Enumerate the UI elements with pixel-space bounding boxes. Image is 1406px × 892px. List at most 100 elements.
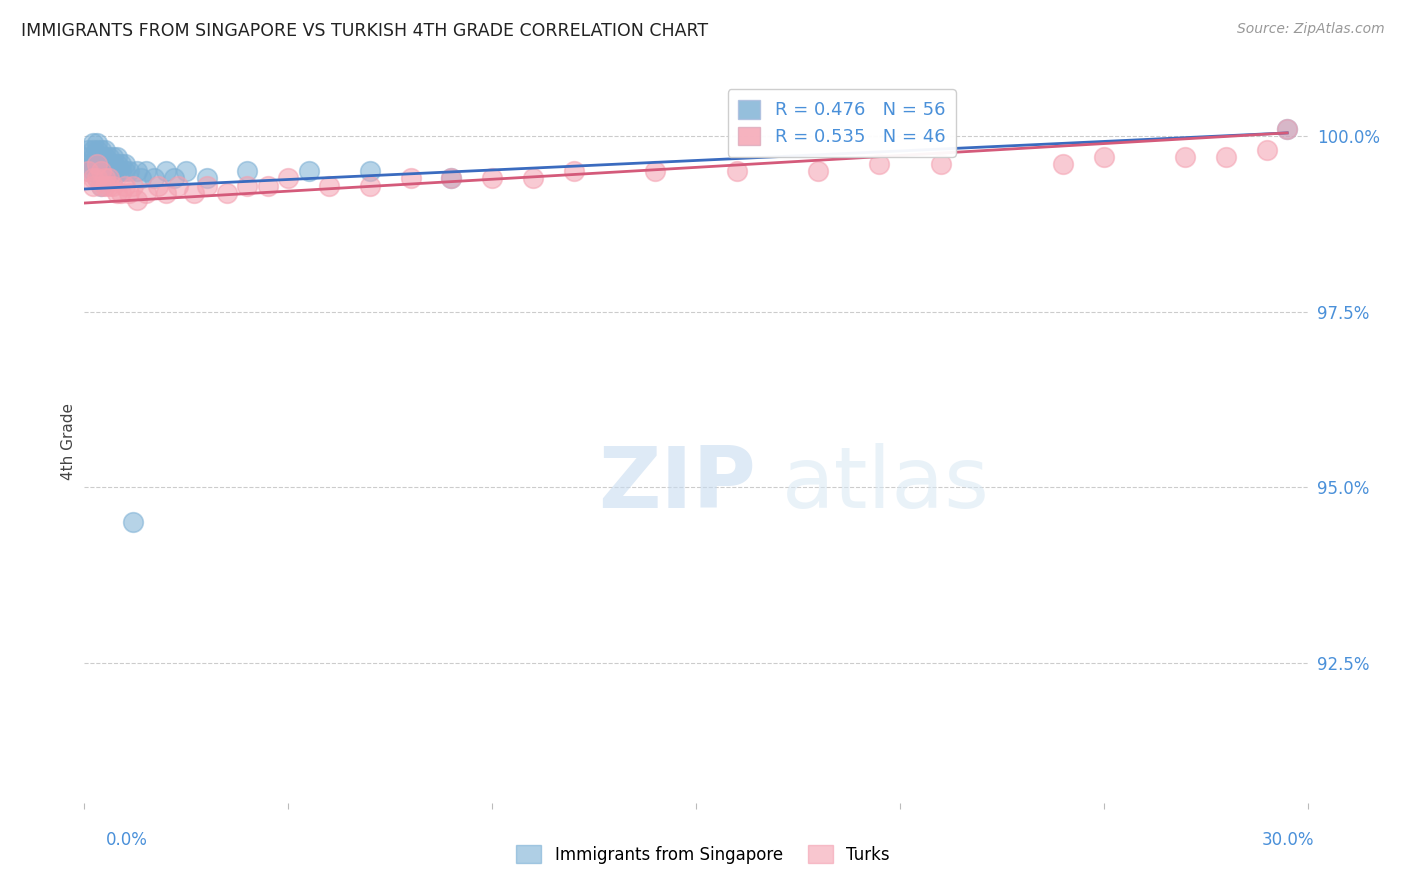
Point	[131, 171, 153, 186]
Point	[93, 171, 115, 186]
Point	[118, 186, 141, 200]
Point	[929, 157, 952, 171]
Point	[90, 157, 112, 171]
Point	[82, 171, 104, 186]
Y-axis label: 4th Grade: 4th Grade	[60, 403, 76, 480]
Point	[1256, 144, 1278, 158]
Point	[298, 164, 321, 178]
Point	[277, 171, 299, 186]
Point	[257, 178, 280, 193]
Point	[110, 186, 132, 200]
Point	[86, 171, 108, 186]
Point	[86, 151, 108, 165]
Point	[105, 151, 128, 165]
Point	[97, 171, 120, 186]
Point	[174, 164, 197, 178]
Text: IMMIGRANTS FROM SINGAPORE VS TURKISH 4TH GRADE CORRELATION CHART: IMMIGRANTS FROM SINGAPORE VS TURKISH 4TH…	[21, 22, 709, 40]
Point	[82, 136, 104, 151]
Text: 0.0%: 0.0%	[105, 831, 148, 849]
Point	[155, 186, 177, 200]
Point	[93, 151, 115, 165]
Point	[93, 144, 115, 158]
Point	[101, 171, 124, 186]
Point	[97, 151, 120, 165]
Point	[440, 171, 463, 186]
Point	[1174, 151, 1197, 165]
Point	[105, 157, 128, 171]
Point	[110, 164, 132, 178]
Point	[195, 178, 218, 193]
Point	[77, 144, 100, 158]
Point	[127, 193, 149, 207]
Point	[82, 144, 104, 158]
Point	[440, 171, 463, 186]
Point	[86, 144, 108, 158]
Point	[114, 178, 136, 193]
Point	[725, 164, 748, 178]
Legend: Immigrants from Singapore, Turks: Immigrants from Singapore, Turks	[509, 838, 897, 871]
Point	[236, 178, 259, 193]
Point	[101, 151, 124, 165]
Point	[97, 171, 120, 186]
Point	[86, 136, 108, 151]
Point	[90, 164, 112, 178]
Point	[90, 164, 112, 178]
Point	[869, 157, 891, 171]
Text: atlas: atlas	[782, 443, 990, 526]
Point	[163, 171, 186, 186]
Point	[1052, 157, 1074, 171]
Point	[77, 164, 100, 178]
Point	[82, 178, 104, 193]
Point	[86, 164, 108, 178]
Point	[90, 151, 112, 165]
Point	[562, 164, 585, 178]
Point	[167, 178, 190, 193]
Point	[359, 164, 381, 178]
Point	[807, 164, 830, 178]
Point	[101, 157, 124, 171]
Text: 30.0%: 30.0%	[1263, 831, 1315, 849]
Point	[105, 186, 128, 200]
Point	[90, 178, 112, 193]
Point	[97, 164, 120, 178]
Point	[93, 171, 115, 186]
Point	[97, 157, 120, 171]
Point	[90, 144, 112, 158]
Point	[522, 171, 544, 186]
Point	[110, 157, 132, 171]
Point	[101, 178, 124, 193]
Point	[90, 171, 112, 186]
Point	[236, 164, 259, 178]
Point	[122, 178, 145, 193]
Point	[105, 164, 128, 178]
Point	[82, 157, 104, 171]
Point	[1277, 122, 1299, 136]
Point	[135, 186, 157, 200]
Point	[77, 164, 100, 178]
Point	[82, 151, 104, 165]
Point	[1092, 151, 1115, 165]
Point	[93, 157, 115, 171]
Point	[86, 171, 108, 186]
Point	[86, 157, 108, 171]
Point	[118, 164, 141, 178]
Text: Source: ZipAtlas.com: Source: ZipAtlas.com	[1237, 22, 1385, 37]
Point	[93, 164, 115, 178]
Point	[146, 178, 169, 193]
Point	[359, 178, 381, 193]
Point	[77, 151, 100, 165]
Point	[481, 171, 503, 186]
Point	[90, 178, 112, 193]
Point	[122, 515, 145, 529]
Point	[77, 157, 100, 171]
Point	[86, 157, 108, 171]
Point	[1277, 122, 1299, 136]
Point	[142, 171, 165, 186]
Point	[183, 186, 205, 200]
Point	[114, 157, 136, 171]
Point	[217, 186, 239, 200]
Point	[318, 178, 340, 193]
Point	[101, 164, 124, 178]
Point	[135, 164, 157, 178]
Point	[127, 164, 149, 178]
